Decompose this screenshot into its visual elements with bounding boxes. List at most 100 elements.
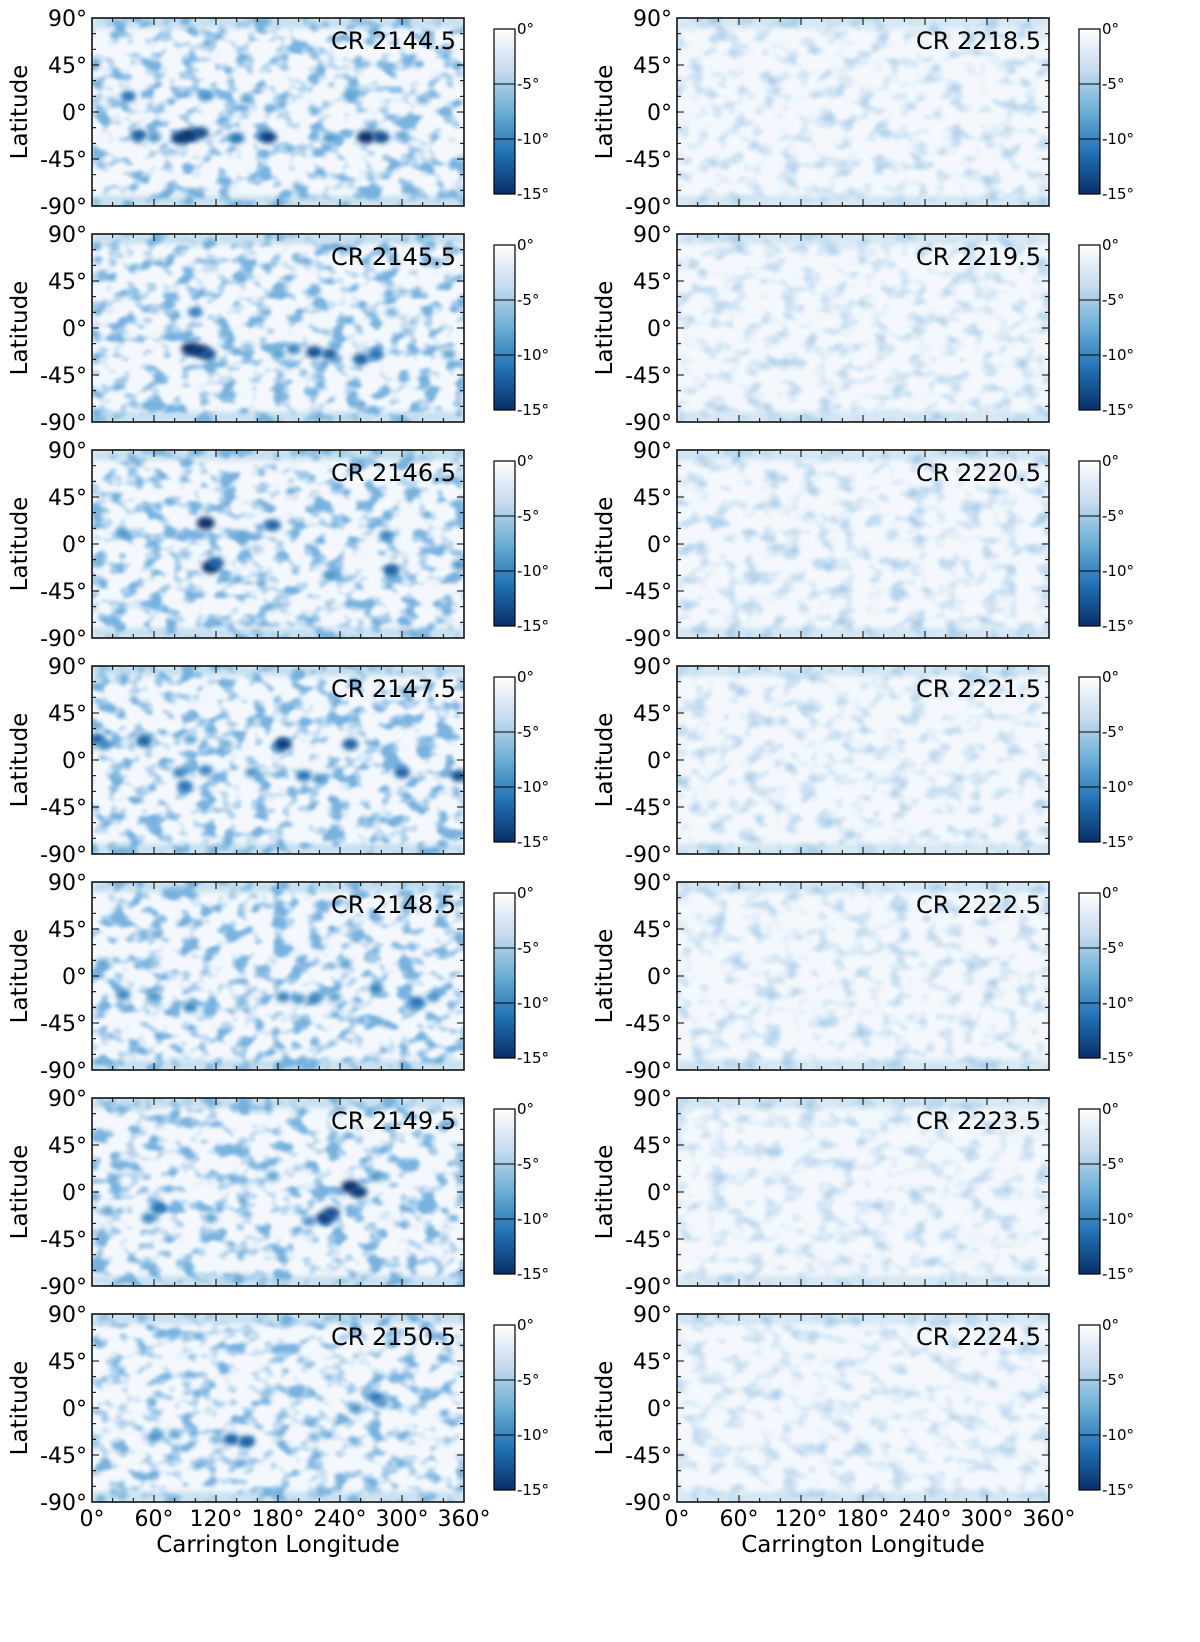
- active-region-spot: [130, 129, 147, 141]
- y-tick-label: 0°: [62, 101, 87, 126]
- tick-marks: [91, 233, 465, 423]
- colorbar-tick-label: -10°: [1102, 130, 1134, 148]
- active-region-spot: [328, 992, 342, 1002]
- active-region-spot: [286, 343, 301, 355]
- active-region-spot: [151, 1202, 167, 1214]
- y-tick-label: 90°: [633, 223, 672, 248]
- colorbar-gradient: [493, 892, 516, 1059]
- colorbar-tick-label: 0°: [1102, 1316, 1119, 1334]
- colorbar-tick-label: -10°: [1102, 994, 1134, 1012]
- colorbar: 0° -5° -10° -15°: [493, 452, 549, 635]
- panel-label: CR 2150.5: [331, 1323, 456, 1351]
- active-region-spot: [383, 564, 400, 576]
- colorbar-tick-label: -5°: [1102, 1371, 1124, 1389]
- colorbar-gradient: [1078, 892, 1101, 1059]
- y-tick-label: 0°: [647, 533, 672, 558]
- x-tick-label: 240°: [899, 1507, 952, 1532]
- colorbar-tick-label: 0°: [1102, 884, 1119, 902]
- active-region-spot: [302, 1216, 316, 1227]
- y-tick-label: 90°: [633, 439, 672, 464]
- active-region-spot: [120, 90, 136, 102]
- x-tick-label: 300°: [961, 1507, 1014, 1532]
- y-tick-label: 0°: [647, 101, 672, 126]
- y-tick-label: -45°: [40, 148, 87, 173]
- active-region-spot: [321, 348, 338, 360]
- y-tick-label: 90°: [633, 1087, 672, 1112]
- colorbar-tick-label: -5°: [1102, 1155, 1124, 1173]
- active-region-spot: [179, 550, 191, 559]
- y-tick-label: -90°: [40, 195, 87, 220]
- colorbar-gradient: [1078, 460, 1101, 627]
- map-panel: 90° 45° 0° -45° -90° Latitude CR 2223.5 0° -5° -1…: [592, 1087, 1134, 1300]
- y-tick-label: 90°: [48, 439, 87, 464]
- x-tick-label: 240°: [314, 1507, 367, 1532]
- y-tick-label: -90°: [40, 627, 87, 652]
- active-region-spot: [229, 132, 245, 144]
- active-region-spot: [239, 1435, 255, 1448]
- y-tick-label: 45°: [633, 54, 672, 79]
- active-region-spot: [209, 1434, 223, 1444]
- y-tick-label: -90°: [625, 627, 672, 652]
- colorbar-tick-label: -15°: [517, 401, 549, 419]
- active-region-spot: [450, 769, 464, 782]
- y-tick-label: 90°: [48, 7, 87, 32]
- y-tick-label: -90°: [40, 1275, 87, 1300]
- colorbar-tick-label: 0°: [517, 452, 534, 470]
- map-texture: [677, 234, 1049, 422]
- x-tick-label: 0°: [665, 1507, 690, 1532]
- map-panel: 90° 45° 0° -45° -90° Latitude CR 2146.5 0° -5° -1…: [7, 439, 549, 652]
- colorbar-gradient: [1078, 1108, 1101, 1275]
- colorbar-tick-label: -5°: [517, 291, 539, 309]
- colorbar: 0° -5° -10° -15°: [1078, 452, 1134, 635]
- colorbar-tick-label: -5°: [517, 507, 539, 525]
- y-tick-label: 0°: [647, 1397, 672, 1422]
- colorbar-gradient: [493, 1324, 516, 1491]
- active-region-spot: [312, 773, 327, 784]
- colorbar-gradient: [1078, 1324, 1101, 1491]
- colorbar-tick-label: -15°: [1102, 1049, 1134, 1067]
- active-region-spot: [322, 570, 337, 581]
- active-region-spot: [343, 91, 357, 102]
- y-tick-label: 45°: [48, 270, 87, 295]
- map-panel: 90° 45° 0° -45° -90° Latitude CR 2222.5 0° -5° -1…: [592, 871, 1134, 1084]
- x-tick-label: 60°: [720, 1507, 759, 1532]
- colorbar: 0° -5° -10° -15°: [1078, 884, 1134, 1067]
- panel-label: CR 2220.5: [916, 459, 1041, 487]
- active-region-spot: [307, 1432, 321, 1442]
- active-region-spot: [97, 739, 112, 750]
- y-tick-label: -45°: [625, 148, 672, 173]
- map-panel: 90° 45° 0° -45° -90° Latitude CR 2219.5 0° -5° -1…: [592, 223, 1134, 436]
- active-region-spot: [348, 1402, 363, 1414]
- colorbar-tick-label: -5°: [1102, 723, 1124, 741]
- colorbar-tick-label: -10°: [517, 130, 549, 148]
- active-region-spot: [192, 126, 209, 139]
- panel-label: CR 2145.5: [331, 243, 456, 271]
- active-region-spot: [135, 735, 152, 747]
- colorbar-tick-label: 0°: [517, 20, 534, 38]
- colorbar-tick-label: -15°: [517, 617, 549, 635]
- active-region-spot: [365, 953, 377, 962]
- map-panel: 90° 45° 0° -45° -90° Latitude CR 2221.5 0° -5° -1…: [592, 655, 1134, 868]
- colorbar-gradient: [493, 1108, 516, 1275]
- colorbar-tick-label: -5°: [1102, 75, 1124, 93]
- colorbar: 0° -5° -10° -15°: [1078, 20, 1134, 203]
- active-region-spot: [296, 770, 312, 782]
- panel-label: CR 2222.5: [916, 891, 1041, 919]
- y-tick-label: 45°: [633, 918, 672, 943]
- y-tick-label: 90°: [633, 7, 672, 32]
- colorbar-tick-label: -5°: [517, 75, 539, 93]
- active-region-spot: [147, 132, 161, 143]
- colorbar-tick-label: 0°: [1102, 668, 1119, 686]
- colorbar-tick-label: -15°: [1102, 833, 1134, 851]
- y-tick-label: -90°: [40, 1491, 87, 1516]
- tick-marks: [91, 17, 465, 207]
- active-region-spot: [368, 348, 384, 360]
- x-tick-label: 360°: [1023, 1507, 1076, 1532]
- y-axis-label: Latitude: [592, 65, 618, 160]
- active-region-spot: [147, 991, 161, 1003]
- colorbar-gradient: [493, 676, 516, 843]
- colorbar: 0° -5° -10° -15°: [493, 20, 549, 203]
- y-tick-label: -45°: [40, 1444, 87, 1469]
- colorbar-tick-label: -10°: [517, 778, 549, 796]
- tick-marks: [91, 1097, 465, 1287]
